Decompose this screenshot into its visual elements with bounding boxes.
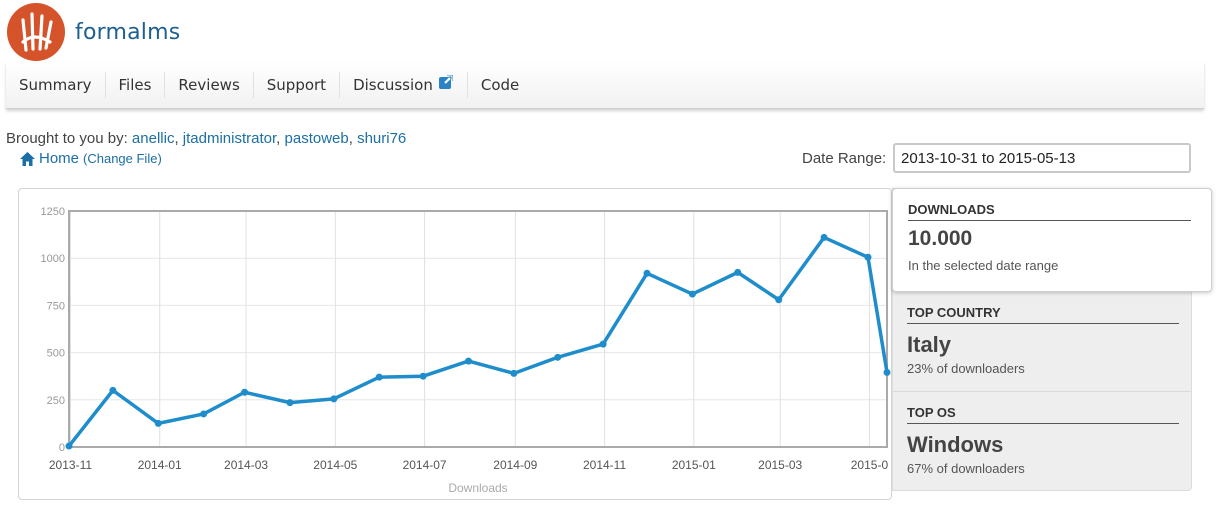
data-point (554, 353, 562, 361)
stats-divider (893, 391, 1191, 392)
legend-label: Downloads (448, 481, 507, 495)
x-tick-label: 2014-09 (493, 458, 537, 472)
data-point (883, 368, 891, 376)
author-link-jtadministrator[interactable]: jtadministrator (182, 130, 277, 147)
formalms-logo (7, 3, 65, 61)
date-range-input[interactable] (893, 143, 1191, 173)
top-country-value: Italy (907, 332, 952, 357)
x-tick-label: 2013-11 (49, 458, 92, 472)
author-link-anellic[interactable]: anellic (131, 130, 175, 147)
data-point (109, 386, 117, 394)
author-separator: , (276, 130, 285, 147)
author-link-pastoweb[interactable]: pastoweb (284, 130, 349, 147)
x-tick-label: 2015-03 (758, 458, 802, 472)
tab-support[interactable]: Support (254, 72, 341, 98)
downloads-card: DOWNLOADS 10.000 In the selected date ra… (892, 188, 1212, 292)
data-point (864, 253, 872, 261)
y-tick-label: 0 (59, 442, 65, 454)
home-icon (20, 151, 35, 166)
data-point (65, 442, 73, 450)
author-link-shuri76[interactable]: shuri76 (357, 130, 407, 147)
tab-reviews-label: Reviews (178, 76, 240, 94)
downloads-chart: 0 250 500 750 1000 1250 2013-11 2014-01 2014-03 2… (18, 188, 892, 500)
x-tick-label: 2014-07 (403, 458, 447, 472)
top-country-heading: TOP COUNTRY (907, 305, 1179, 324)
data-point (375, 373, 383, 381)
downloads-chart-svg: 0 250 500 750 1000 1250 2013-11 2014-01 2014-03 2… (41, 206, 891, 495)
series-line-downloads (67, 235, 889, 448)
tab-summary-label: Summary (19, 76, 92, 94)
y-tick-label: 250 (47, 395, 65, 407)
data-point (154, 419, 162, 427)
project-nav: Summary Files Reviews Support Discussion… (6, 62, 1204, 109)
brought-prefix: Brought to you by: (6, 130, 128, 147)
date-range-label: Date Range: (802, 150, 887, 167)
change-file-link[interactable]: (Change File) (83, 151, 162, 166)
data-point (464, 357, 472, 365)
data-point (510, 369, 518, 377)
tab-files-label: Files (118, 76, 152, 94)
data-point (419, 372, 427, 380)
downloads-subtext: In the selected date range (908, 258, 1059, 273)
data-point (734, 268, 742, 276)
external-link-icon (438, 72, 454, 98)
tab-reviews[interactable]: Reviews (165, 72, 254, 98)
x-tick-label: 2014-05 (313, 458, 357, 472)
tab-discussion[interactable]: Discussion (340, 72, 468, 98)
top-os-subtext: 67% of downloaders (907, 461, 1025, 476)
data-point (820, 233, 828, 241)
data-point (688, 290, 696, 298)
data-point (775, 296, 783, 304)
tab-code[interactable]: Code (468, 72, 532, 98)
top-os-section: TOP OS Windows 67% of downloaders (907, 405, 1179, 476)
data-point (200, 410, 208, 418)
data-point (599, 340, 607, 348)
downloads-heading: DOWNLOADS (908, 202, 1191, 221)
y-tick-label: 1000 (41, 253, 65, 265)
top-os-value: Windows (907, 432, 1004, 457)
brought-to-you-by: Brought to you by: anellic, jtadministra… (6, 130, 406, 147)
x-tick-label: 2014-11 (583, 458, 626, 472)
data-point (241, 388, 249, 396)
top-country-section: TOP COUNTRY Italy 23% of downloaders (907, 305, 1179, 376)
tab-discussion-label: Discussion (353, 76, 433, 94)
top-os-heading: TOP OS (907, 405, 1179, 424)
y-tick-label: 500 (47, 348, 65, 360)
data-point (286, 399, 294, 407)
x-tick-label: 2015-01 (672, 458, 716, 472)
x-tick-label: 2014-01 (138, 458, 182, 472)
breadcrumb: Home (Change File) (20, 150, 162, 167)
downloads-value: 10.000 (908, 227, 973, 250)
y-tick-label: 750 (47, 300, 65, 312)
plot-frame (68, 210, 888, 448)
author-separator: , (348, 130, 358, 147)
x-tick-label: 2015-0 (851, 458, 889, 472)
author-separator: , (174, 130, 183, 147)
tab-support-label: Support (266, 76, 327, 94)
data-point (330, 395, 338, 403)
brand-name[interactable]: formalms (75, 20, 181, 45)
y-tick-label: 1250 (41, 206, 65, 218)
data-point (643, 269, 651, 277)
tab-code-label: Code (480, 76, 520, 94)
x-tick-label: 2014-03 (224, 458, 268, 472)
home-link[interactable]: Home (39, 150, 80, 167)
tab-summary[interactable]: Summary (6, 72, 106, 98)
tab-files[interactable]: Files (106, 72, 166, 98)
top-country-subtext: 23% of downloaders (907, 361, 1025, 376)
